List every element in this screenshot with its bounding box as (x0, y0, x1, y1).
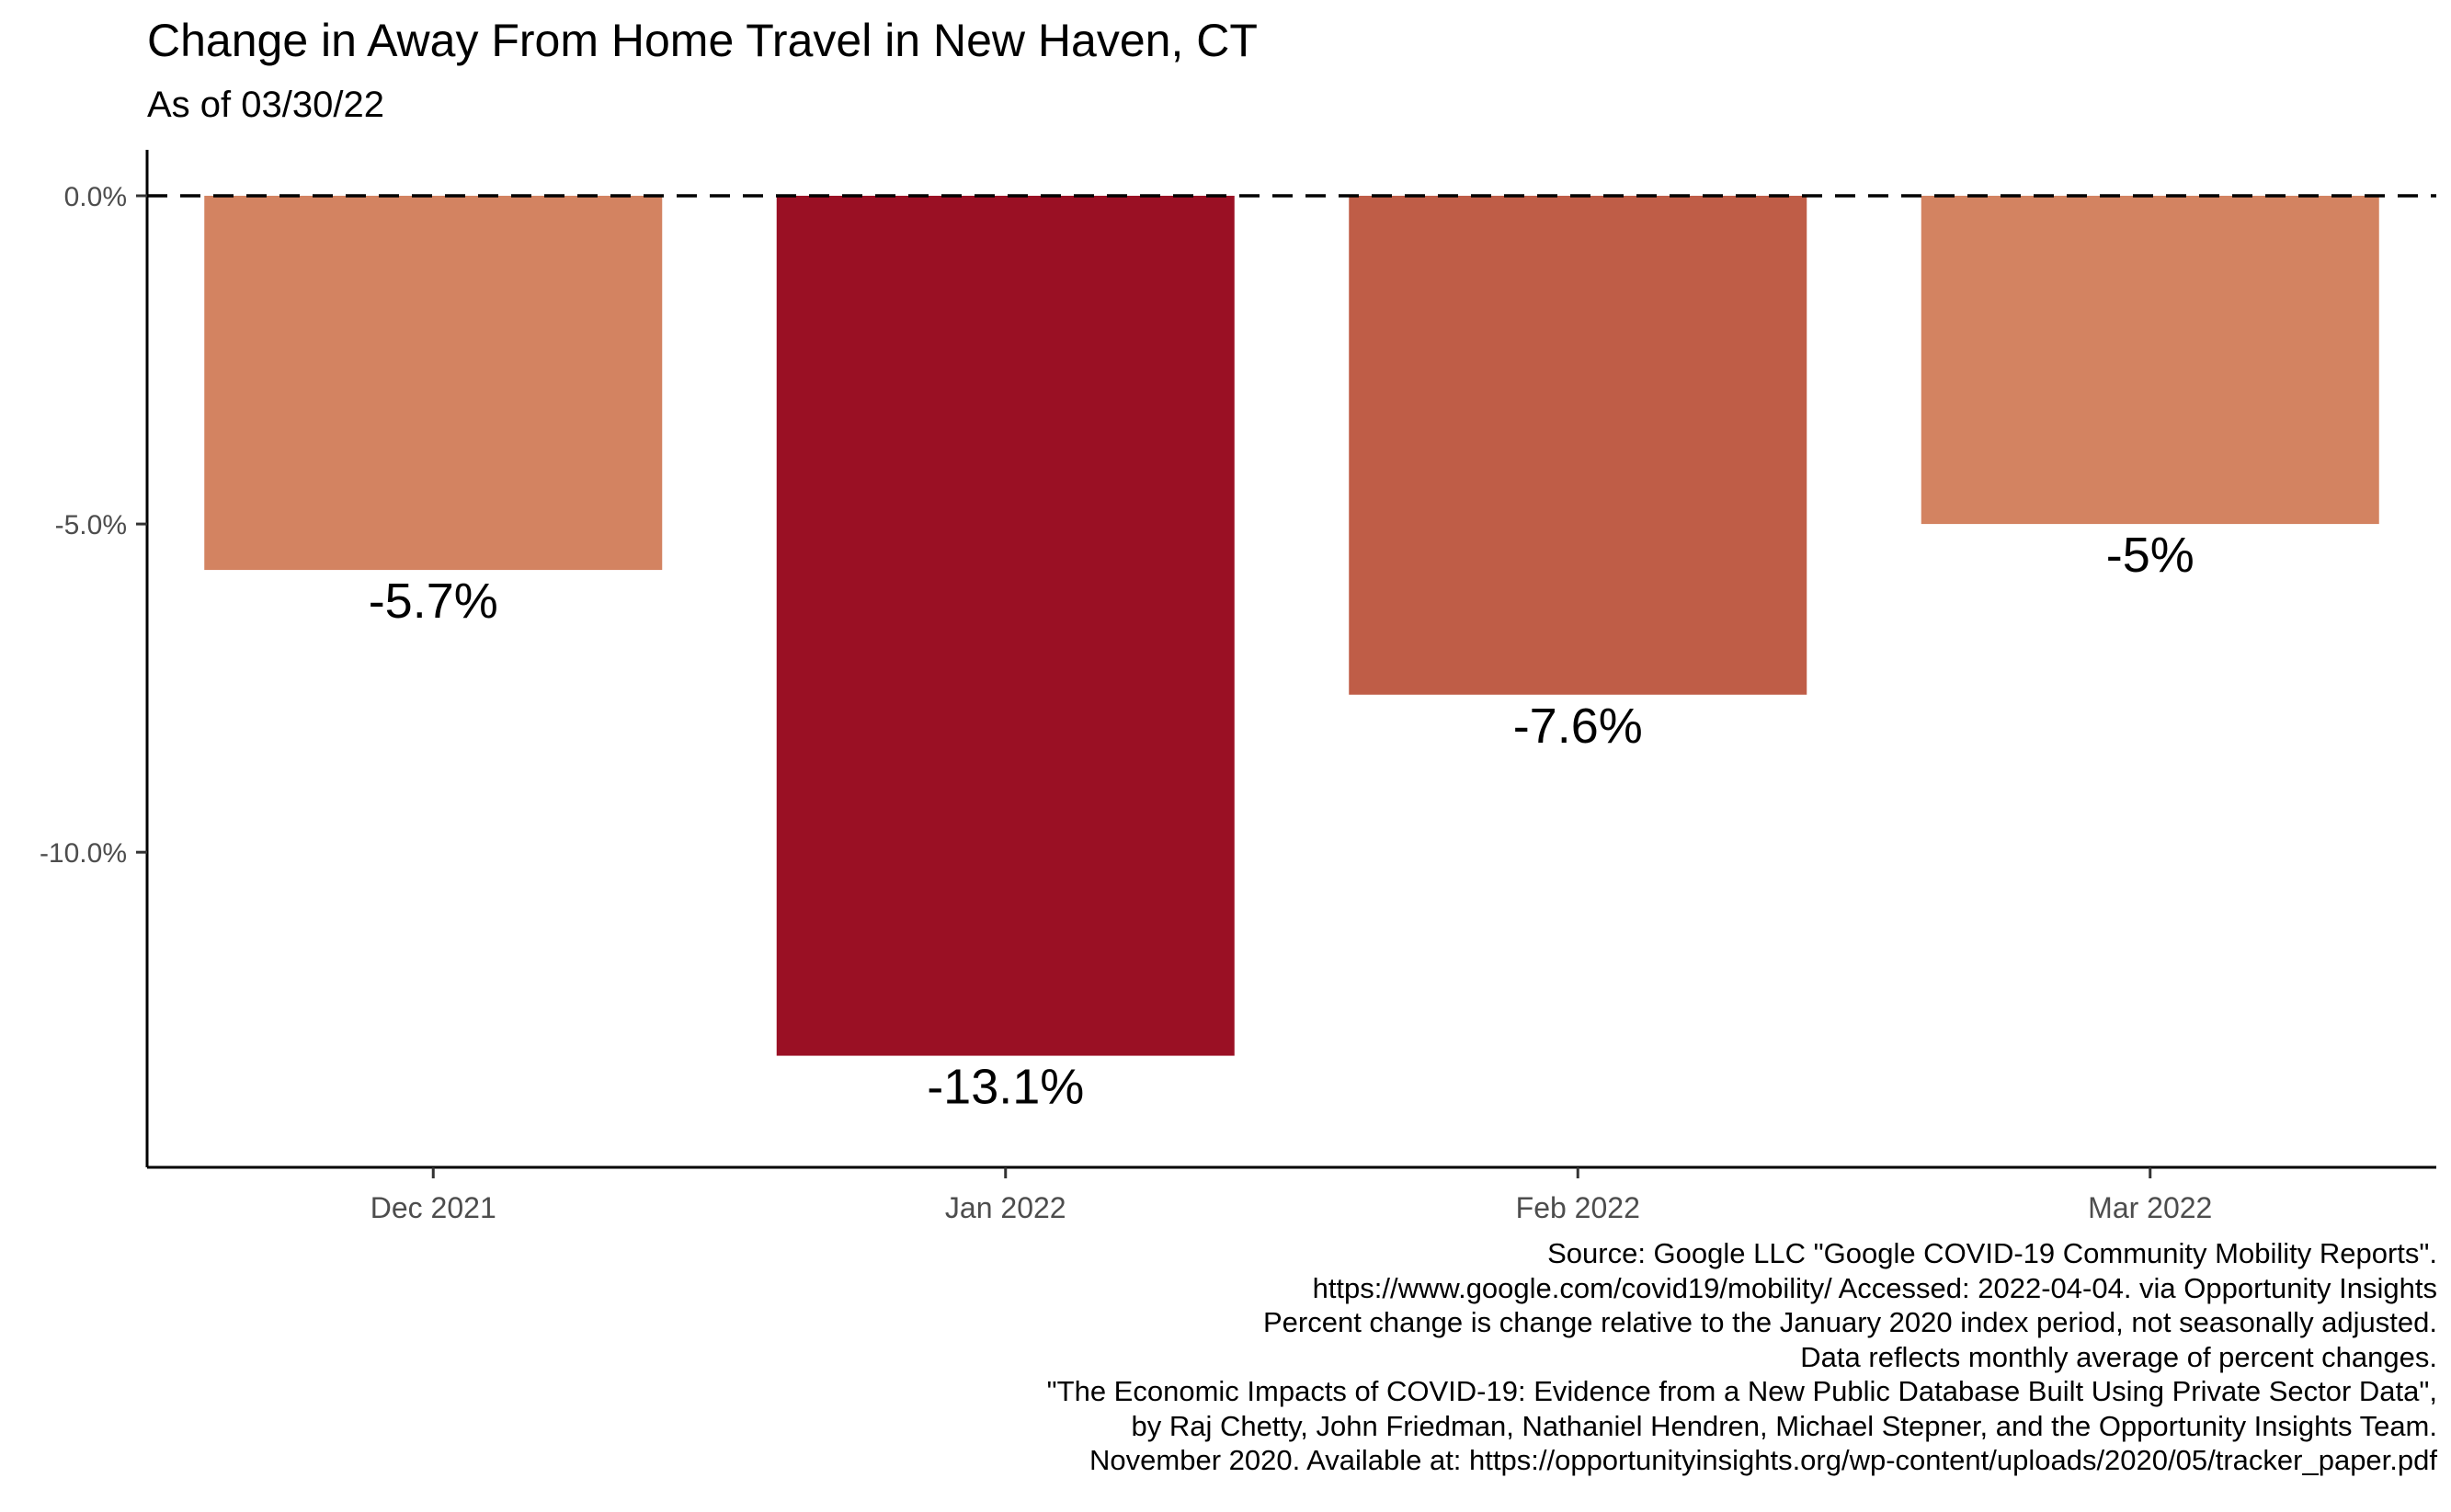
y-tick-label: -10.0% (40, 838, 127, 869)
source-caption: Source: Google LLC "Google COVID-19 Comm… (323, 1236, 2437, 1478)
bar-4 (1921, 195, 2379, 525)
caption-line: November 2020. Available at: https://opp… (1089, 1444, 2437, 1476)
caption-line: by Raj Chetty, John Friedman, Nathaniel … (1131, 1409, 2437, 1442)
bar-chart: 0.0% -5.0% -10.0% Dec 2021 Jan 2022 Feb 2022 M… (40, 150, 2436, 1222)
data-label-3: -7.6% (1513, 699, 1643, 754)
bar-3 (1349, 195, 1807, 695)
y-tick-label: 0.0% (64, 182, 127, 212)
bar-1 (204, 195, 663, 571)
caption-line: "The Economic Impacts of COVID-19: Evide… (1046, 1375, 2437, 1407)
data-label-2: -13.1% (927, 1060, 1084, 1115)
x-tick-label: Dec 2021 (370, 1191, 496, 1222)
axes-layer: 0.0% -5.0% -10.0% Dec 2021 Jan 2022 Feb 2022 M… (40, 150, 2436, 1222)
x-tick-label: Jan 2022 (945, 1191, 1066, 1222)
data-label-1: -5.7% (369, 574, 498, 629)
x-tick-label: Mar 2022 (2088, 1191, 2212, 1222)
caption-line: Data reflects monthly average of percent… (1800, 1340, 2437, 1373)
chart-subtitle: As of 03/30/22 (147, 85, 384, 125)
data-labels-layer: -5.7% -13.1% -7.6% -5% (369, 528, 2194, 1114)
caption-line: Percent change is change relative to the… (1262, 1306, 2437, 1338)
y-tick-label: -5.0% (55, 510, 127, 540)
caption-line: Source: Google LLC "Google COVID-19 Comm… (1547, 1237, 2437, 1269)
chart-title: Change in Away From Home Travel in New H… (147, 15, 1258, 66)
data-label-4: -5% (2106, 528, 2194, 583)
caption-line: https://www.google.com/covid19/mobility/… (1312, 1271, 2437, 1304)
bar-2 (776, 195, 1235, 1056)
x-tick-label: Feb 2022 (1516, 1191, 1640, 1222)
bars-layer (204, 195, 2379, 1056)
